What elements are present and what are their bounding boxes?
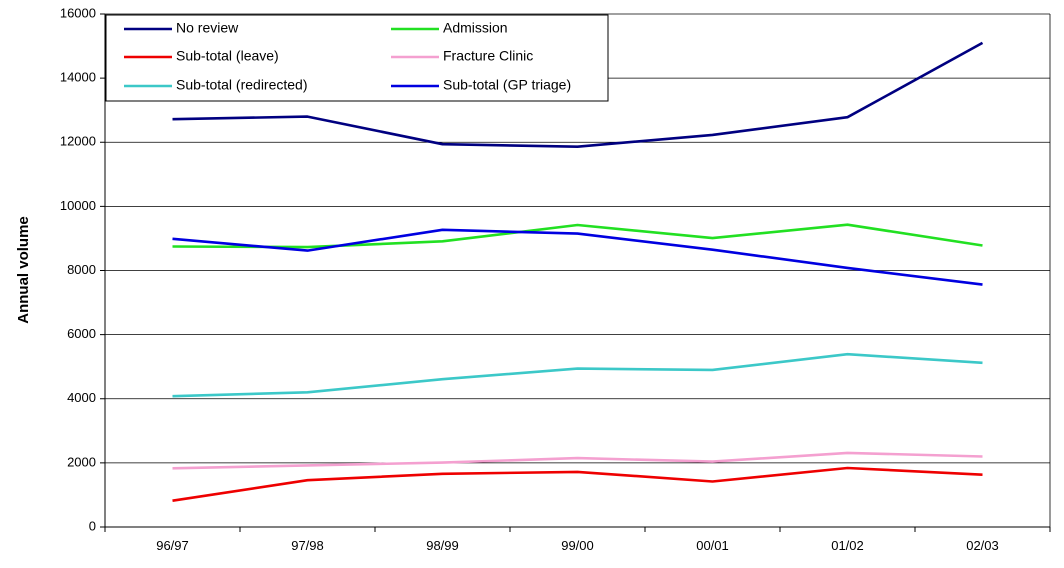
legend-label-sub-total-redirected: Sub-total (redirected) <box>176 77 308 93</box>
y-tick-labels: 0 2000 4000 6000 8000 10000 12000 14000 16000 <box>60 5 96 533</box>
x-tick-label: 99/00 <box>561 538 594 553</box>
y-tick-label: 6000 <box>67 326 96 341</box>
legend: No review Admission Sub-total (leave) Fract… <box>105 14 609 102</box>
series-line-fracture-clinic <box>172 451 983 470</box>
x-tick-label: 96/97 <box>156 538 189 553</box>
legend-label-no-review: No review <box>176 20 239 36</box>
y-axis-label: Annual volume <box>15 216 32 324</box>
series-line-sub-total-gp-triage <box>172 228 983 286</box>
x-tick-label: 02/03 <box>966 538 999 553</box>
x-tick-labels: 96/97 97/98 98/99 99/00 00/01 01/02 02/03 <box>156 538 999 553</box>
series-line-sub-total-redirected <box>172 352 983 398</box>
x-tick-label: 98/99 <box>426 538 459 553</box>
legend-label-fracture-clinic: Fracture Clinic <box>443 48 533 64</box>
x-tick-label: 97/98 <box>291 538 324 553</box>
legend-label-sub-total-leave: Sub-total (leave) <box>176 48 279 64</box>
y-tick-label: 4000 <box>67 390 96 405</box>
series-line-no-review <box>172 41 984 148</box>
series-lines <box>172 41 984 502</box>
y-tick-label: 16000 <box>60 5 96 20</box>
y-tick-label: 12000 <box>60 134 96 149</box>
y-tick-label: 10000 <box>60 198 96 213</box>
series-line-admission <box>172 223 983 249</box>
axes <box>100 13 1051 532</box>
legend-label-sub-total-gp-triage: Sub-total (GP triage) <box>443 77 571 93</box>
legend-box <box>105 14 609 102</box>
legend-label-admission: Admission <box>443 20 508 36</box>
y-tick-label: 14000 <box>60 70 96 85</box>
y-tick-label: 2000 <box>67 454 96 469</box>
x-tick-label: 01/02 <box>831 538 864 553</box>
y-tick-label: 0 <box>89 518 96 533</box>
y-tick-label: 8000 <box>67 262 96 277</box>
series-line-sub-total-leave <box>172 466 983 502</box>
x-tick-label: 00/01 <box>696 538 729 553</box>
